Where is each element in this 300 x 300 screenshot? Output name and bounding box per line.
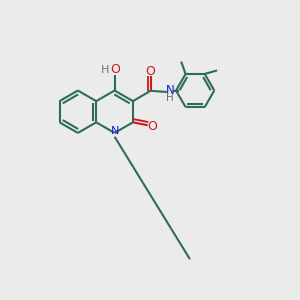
Text: O: O bbox=[110, 63, 120, 76]
Text: H: H bbox=[166, 93, 174, 103]
Text: O: O bbox=[147, 120, 157, 133]
Text: N: N bbox=[110, 126, 119, 136]
Text: N: N bbox=[166, 84, 174, 97]
Text: H: H bbox=[101, 65, 109, 75]
Text: O: O bbox=[146, 64, 155, 78]
